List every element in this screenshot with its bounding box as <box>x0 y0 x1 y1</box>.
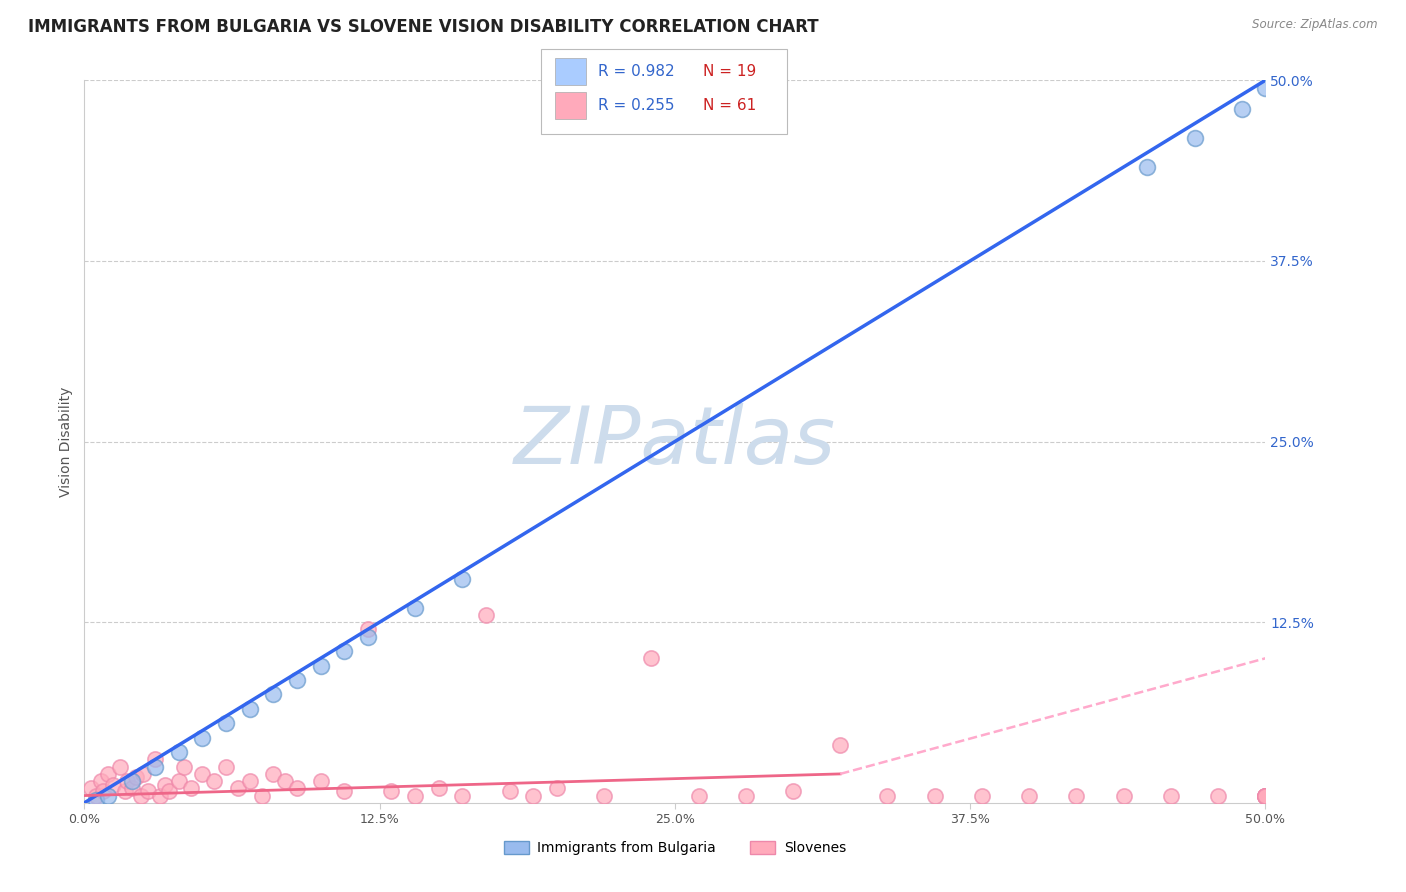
Point <box>274 774 297 789</box>
Text: N = 19: N = 19 <box>703 64 756 78</box>
Point <box>285 781 308 796</box>
Point <box>475 607 498 622</box>
Point <box>202 774 225 789</box>
Point <box>734 789 756 803</box>
Point <box>309 774 332 789</box>
Point <box>101 779 124 793</box>
Text: N = 61: N = 61 <box>703 98 756 112</box>
Point <box>285 673 308 687</box>
Point <box>167 774 190 789</box>
Point <box>125 770 148 784</box>
Point <box>451 572 474 586</box>
Point <box>333 644 356 658</box>
Point <box>115 774 138 789</box>
Point <box>357 623 380 637</box>
Point <box>157 784 180 798</box>
Point <box>191 767 214 781</box>
Point <box>1018 789 1040 803</box>
Point <box>1254 80 1277 95</box>
Point <box>1254 789 1277 803</box>
Point <box>132 767 155 781</box>
Point <box>640 651 662 665</box>
Point <box>149 789 172 803</box>
Point <box>121 781 143 796</box>
Point <box>97 767 120 781</box>
Point <box>1254 789 1277 803</box>
Point <box>1184 131 1206 145</box>
Point <box>191 731 214 745</box>
Point <box>1254 789 1277 803</box>
Point <box>380 784 402 798</box>
Point <box>143 760 166 774</box>
Point <box>129 789 152 803</box>
Point <box>546 781 568 796</box>
Point <box>226 781 249 796</box>
Point <box>153 779 176 793</box>
Point <box>250 789 273 803</box>
Point <box>1136 160 1159 174</box>
Point <box>180 781 202 796</box>
Point <box>1206 789 1229 803</box>
Point <box>404 789 426 803</box>
Point <box>498 784 520 798</box>
Point <box>782 784 804 798</box>
Point <box>108 760 131 774</box>
Point <box>136 784 159 798</box>
Legend: Immigrants from Bulgaria, Slovenes: Immigrants from Bulgaria, Slovenes <box>498 836 852 861</box>
Point <box>121 774 143 789</box>
Point <box>876 789 898 803</box>
Point <box>239 774 262 789</box>
Point <box>970 789 993 803</box>
Point <box>688 789 710 803</box>
Point <box>522 789 544 803</box>
Point <box>830 738 852 752</box>
Point <box>333 784 356 798</box>
Point <box>1254 789 1277 803</box>
Text: R = 0.982: R = 0.982 <box>598 64 673 78</box>
Point <box>1160 789 1182 803</box>
Point <box>262 767 284 781</box>
Point <box>593 789 616 803</box>
Point <box>451 789 474 803</box>
Point <box>357 630 380 644</box>
Point <box>1254 789 1277 803</box>
Point <box>173 760 195 774</box>
Point <box>1066 789 1088 803</box>
Point <box>97 789 120 803</box>
Point <box>167 745 190 759</box>
Point <box>91 784 114 798</box>
Point <box>215 716 238 731</box>
Point <box>143 752 166 766</box>
Point <box>309 658 332 673</box>
Point <box>84 793 107 807</box>
Point <box>427 781 450 796</box>
Text: R = 0.255: R = 0.255 <box>598 98 673 112</box>
Point <box>1112 789 1135 803</box>
Point <box>1230 102 1253 116</box>
Point <box>404 600 426 615</box>
Text: IMMIGRANTS FROM BULGARIA VS SLOVENE VISION DISABILITY CORRELATION CHART: IMMIGRANTS FROM BULGARIA VS SLOVENE VISI… <box>28 18 818 36</box>
Point <box>84 789 107 803</box>
Point <box>90 774 112 789</box>
Point <box>114 784 136 798</box>
Point <box>215 760 238 774</box>
Point <box>1254 789 1277 803</box>
Point <box>80 781 103 796</box>
Y-axis label: Vision Disability: Vision Disability <box>59 386 73 497</box>
Point <box>239 702 262 716</box>
Text: Source: ZipAtlas.com: Source: ZipAtlas.com <box>1253 18 1378 31</box>
Point <box>262 687 284 701</box>
Point <box>924 789 946 803</box>
Text: ZIPatlas: ZIPatlas <box>513 402 837 481</box>
